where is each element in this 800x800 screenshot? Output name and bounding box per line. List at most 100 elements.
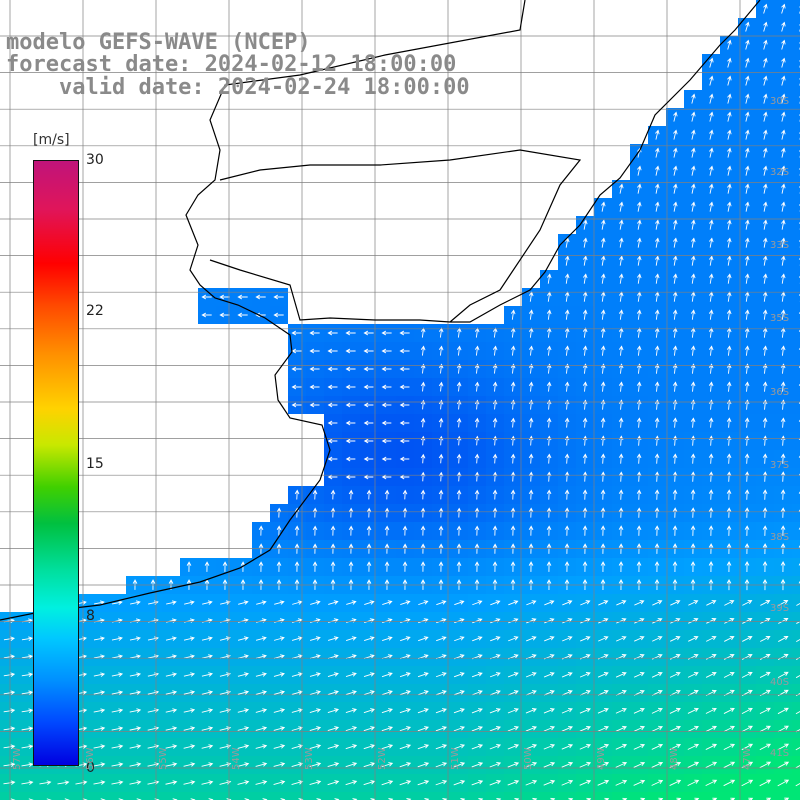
wind-arrow bbox=[600, 525, 606, 536]
wind-arrow bbox=[490, 636, 501, 642]
wind-arrow bbox=[363, 474, 374, 480]
wind-arrow bbox=[600, 453, 606, 464]
wind-cell bbox=[792, 288, 800, 306]
wind-arrow bbox=[273, 708, 286, 713]
wind-arrow bbox=[727, 93, 732, 104]
wind-arrow bbox=[255, 690, 268, 695]
wind-arrow bbox=[312, 489, 318, 500]
wind-arrow bbox=[636, 489, 642, 500]
wind-arrow bbox=[489, 708, 501, 714]
wind-cell bbox=[342, 792, 360, 800]
wind-arrow bbox=[111, 780, 124, 785]
wind-arrow bbox=[672, 507, 678, 518]
wind-arrow bbox=[312, 561, 318, 572]
wind-arrow bbox=[327, 366, 338, 372]
wind-arrow bbox=[762, 309, 768, 320]
wind-arrow bbox=[165, 762, 178, 767]
wind-arrow bbox=[507, 744, 520, 750]
wind-cell bbox=[630, 792, 648, 800]
wind-arrow bbox=[165, 726, 178, 731]
wind-arrow bbox=[309, 690, 321, 695]
wind-arrow bbox=[586, 797, 592, 800]
wind-arrow bbox=[780, 561, 786, 573]
wind-arrow bbox=[618, 237, 624, 248]
wind-arrow bbox=[726, 219, 732, 230]
wind-arrow bbox=[652, 636, 663, 642]
wind-arrow bbox=[546, 327, 552, 338]
wind-arrow bbox=[579, 779, 592, 786]
wind-arrow bbox=[546, 543, 552, 554]
wind-arrow bbox=[348, 561, 354, 572]
wind-arrow bbox=[618, 525, 624, 536]
wind-arrow bbox=[561, 725, 573, 732]
wind-arrow bbox=[474, 363, 480, 374]
wind-arrow bbox=[636, 363, 642, 374]
wind-arrow bbox=[28, 798, 34, 800]
wind-arrow bbox=[201, 654, 213, 659]
wind-arrow bbox=[705, 707, 717, 714]
wind-arrow bbox=[726, 525, 732, 536]
wind-cell bbox=[234, 792, 252, 800]
wind-arrow bbox=[708, 273, 714, 284]
wind-arrow bbox=[219, 636, 231, 641]
colorbar-tick-0: 0 bbox=[86, 760, 95, 776]
wind-arrow bbox=[528, 543, 534, 554]
wind-arrow bbox=[741, 743, 754, 751]
wind-arrow bbox=[546, 507, 552, 518]
wind-arrow bbox=[381, 672, 393, 678]
wind-arrow bbox=[655, 147, 660, 158]
wind-arrow bbox=[508, 600, 519, 606]
wind-arrow bbox=[652, 618, 663, 624]
wind-arrow bbox=[309, 762, 322, 768]
wind-arrow bbox=[456, 417, 462, 428]
wind-arrow bbox=[111, 708, 124, 713]
wind-cell bbox=[792, 252, 800, 270]
wind-arrow bbox=[780, 543, 786, 554]
wind-arrow bbox=[363, 690, 375, 696]
lat-label: 41S bbox=[770, 748, 790, 759]
wind-arrow bbox=[654, 507, 660, 518]
wind-arrow bbox=[744, 471, 750, 482]
wind-arrow bbox=[129, 726, 142, 731]
wind-arrow bbox=[724, 600, 735, 606]
wind-arrow bbox=[600, 309, 606, 320]
wind-arrow bbox=[417, 690, 429, 696]
wind-arrow bbox=[564, 327, 570, 338]
wind-arrow bbox=[723, 725, 735, 732]
wind-arrow bbox=[726, 381, 732, 392]
wind-arrow bbox=[759, 653, 771, 660]
wind-arrow bbox=[366, 561, 372, 572]
wind-arrow bbox=[453, 780, 466, 786]
wind-arrow bbox=[525, 708, 537, 714]
wind-arrow bbox=[618, 507, 624, 518]
wind-arrow bbox=[690, 543, 696, 554]
wind-arrow bbox=[763, 147, 768, 158]
wind-arrow bbox=[669, 707, 681, 714]
wind-arrow bbox=[474, 489, 480, 500]
wind-arrow bbox=[651, 725, 663, 732]
wind-arrow bbox=[507, 690, 519, 696]
wind-arrow bbox=[780, 453, 786, 464]
wind-arrow bbox=[690, 237, 696, 248]
wind-arrow bbox=[673, 183, 678, 194]
wind-arrow bbox=[727, 147, 732, 158]
wind-arrow bbox=[636, 273, 642, 284]
wind-arrow bbox=[781, 39, 786, 50]
wind-cell bbox=[144, 792, 162, 800]
wind-arrow bbox=[564, 525, 570, 536]
wind-arrow bbox=[420, 327, 426, 338]
wind-arrow bbox=[222, 561, 228, 572]
wind-arrow bbox=[525, 726, 537, 732]
wind-arrow bbox=[472, 636, 483, 642]
wind-arrow bbox=[492, 489, 498, 500]
wind-arrow bbox=[795, 765, 800, 769]
wind-arrow bbox=[453, 762, 466, 768]
wind-cell bbox=[18, 792, 36, 800]
wind-arrow bbox=[580, 600, 591, 606]
wind-arrow bbox=[781, 57, 786, 68]
wind-arrow bbox=[417, 672, 429, 678]
wind-arrow bbox=[796, 621, 800, 624]
wind-arrow bbox=[525, 779, 538, 786]
wind-cell bbox=[306, 792, 324, 800]
model-title: modelo GEFS-WAVE (NCEP) bbox=[6, 30, 311, 55]
